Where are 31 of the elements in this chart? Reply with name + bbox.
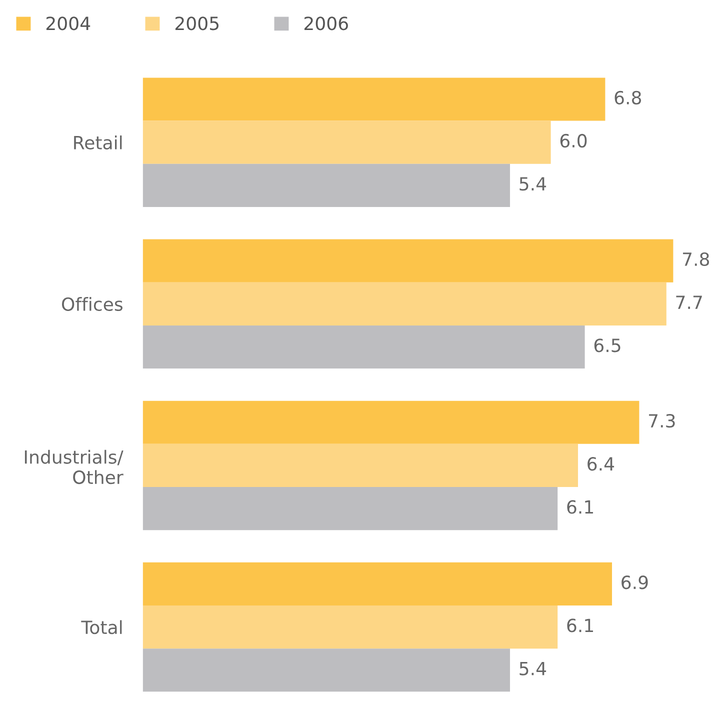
bar <box>142 239 674 282</box>
bar <box>142 120 551 164</box>
bar <box>142 78 606 121</box>
data-label: 6.9 <box>622 576 648 590</box>
y-tick-label: Offices <box>62 297 122 312</box>
data-label: 6.0 <box>560 134 587 148</box>
bar <box>142 562 612 606</box>
data-label: 7.8 <box>683 252 710 266</box>
data-label: 6.8 <box>614 90 642 104</box>
data-label: 6.1 <box>567 618 593 632</box>
bar <box>142 400 640 444</box>
bar <box>142 325 585 369</box>
data-label: 6.4 <box>588 457 614 471</box>
bar <box>142 648 510 692</box>
y-tick-label: Industrials/ Other <box>24 450 124 484</box>
legend-label: 2005 <box>175 16 219 30</box>
bar <box>142 606 558 649</box>
bar <box>142 487 558 530</box>
y-tick-label: Retail <box>74 135 122 150</box>
data-label: 7.3 <box>649 414 675 428</box>
bar <box>142 444 578 488</box>
bar <box>142 282 666 326</box>
legend-label: 2006 <box>304 16 348 30</box>
data-label: 6.5 <box>594 338 620 352</box>
y-tick-label: Total <box>81 620 122 634</box>
data-label: 5.4 <box>520 662 546 676</box>
bar <box>142 164 510 207</box>
data-label: 6.1 <box>567 500 593 514</box>
legend-label: 2004 <box>46 16 90 30</box>
data-label: 5.4 <box>520 177 546 191</box>
data-label: 7.7 <box>676 296 702 309</box>
